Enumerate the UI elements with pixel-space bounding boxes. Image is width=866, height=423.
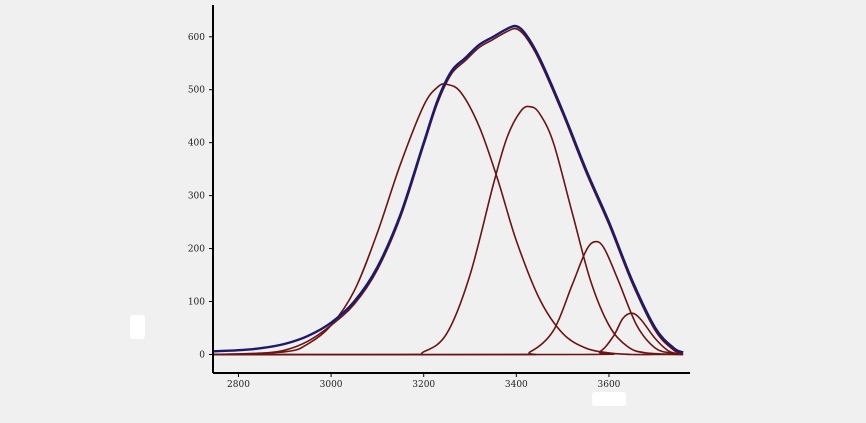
y-tick-label: 200 bbox=[188, 245, 205, 255]
x-tick-label: 3000 bbox=[320, 380, 343, 390]
component-peak-curve-3 bbox=[212, 105, 684, 356]
component-peak-curve-5 bbox=[212, 312, 684, 356]
x-tick-label: 2800 bbox=[227, 380, 250, 390]
y-tick-label: 500 bbox=[188, 86, 205, 96]
y-tick-label: 600 bbox=[188, 33, 205, 43]
curve-layer bbox=[212, 24, 684, 356]
white-blot-left bbox=[130, 315, 145, 339]
x-tick-label: 3400 bbox=[505, 380, 528, 390]
white-blot-bottom bbox=[592, 392, 626, 406]
x-tick-group: 2800 3000 3200 3400 3600 bbox=[227, 373, 621, 390]
y-tick-label: 0 bbox=[199, 350, 205, 360]
y-tick-group: 0 100 200 300 400 500 600 bbox=[188, 33, 213, 360]
measured-curve bbox=[212, 24, 684, 354]
y-tick-label: 100 bbox=[188, 298, 205, 308]
y-tick-label: 400 bbox=[188, 139, 205, 149]
y-tick-label: 300 bbox=[188, 192, 205, 202]
component-peak-curve-2 bbox=[212, 83, 684, 356]
x-tick-label: 3600 bbox=[598, 380, 621, 390]
x-tick-label: 3200 bbox=[412, 380, 435, 390]
